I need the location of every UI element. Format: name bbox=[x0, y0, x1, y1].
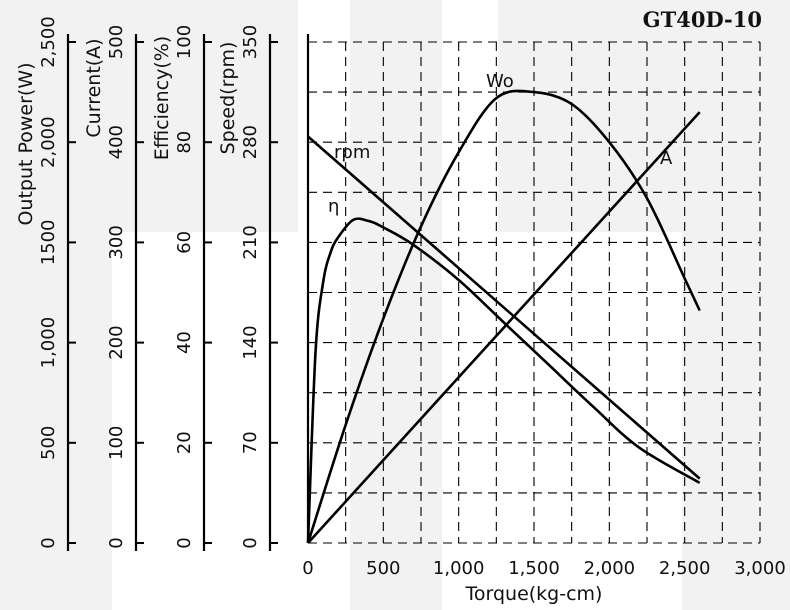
x-axis-tick-label: 500 bbox=[366, 558, 400, 579]
speed-axis-title: Speed(rpm) bbox=[217, 42, 239, 155]
series-efficiency-curve bbox=[306, 217, 701, 544]
x-axis-tick-label: 2,000 bbox=[584, 558, 636, 579]
speed-axis-tick-label: 140 bbox=[240, 325, 261, 359]
power-axis-tick-label: 0 bbox=[38, 537, 59, 548]
efficiency-axis-tick-label: 80 bbox=[174, 131, 195, 154]
current-axis-tick-label: 500 bbox=[106, 25, 127, 59]
efficiency-axis-tick-label: 100 bbox=[174, 25, 195, 59]
series-label-wo: Wo bbox=[486, 71, 514, 92]
series-rpm-curve bbox=[307, 135, 701, 480]
series-label-rpm: rpm bbox=[334, 142, 370, 163]
current-axis-tick-label: 0 bbox=[106, 537, 127, 548]
series-label-eta: η bbox=[328, 196, 339, 217]
power-axis-tick-label: 500 bbox=[38, 426, 59, 460]
current-axis-tick-label: 200 bbox=[106, 325, 127, 359]
x-axis-tick-label: 1,500 bbox=[508, 558, 560, 579]
efficiency-axis-tick-label: 20 bbox=[174, 431, 195, 454]
speed-axis-tick-label: 70 bbox=[240, 431, 261, 454]
chart-title: GT40D-10 bbox=[643, 7, 762, 32]
x-axis-title: Torque(kg-cm) bbox=[465, 583, 603, 605]
efficiency-axis-title: Efficiency(%) bbox=[151, 36, 173, 160]
x-axis-tick-label: 2,500 bbox=[659, 558, 711, 579]
speed-axis-tick-label: 210 bbox=[240, 225, 261, 259]
efficiency-axis-tick-label: 40 bbox=[174, 331, 195, 354]
power-axis-tick-label: 1500 bbox=[38, 219, 59, 265]
series-curves bbox=[306, 89, 701, 544]
speed-axis-tick-label: 0 bbox=[240, 537, 261, 548]
speed-axis-tick-label: 280 bbox=[240, 125, 261, 159]
x-axis-tick-label: 1,000 bbox=[433, 558, 485, 579]
power-axis-tick-label: 2,000 bbox=[38, 116, 59, 168]
speed-axis-tick-label: 350 bbox=[240, 25, 261, 59]
current-axis-title: Current(A) bbox=[83, 38, 105, 137]
power-axis-title: Output Power(W) bbox=[15, 62, 37, 225]
x-axis: 0 500 1,000 1,500 2,000 2,500 3,000 bbox=[302, 34, 786, 579]
power-axis-tick-label: 2,500 bbox=[38, 16, 59, 68]
x-axis-tick-label: 3,000 bbox=[734, 558, 786, 579]
series-label-a: A bbox=[660, 148, 673, 169]
efficiency-axis-tick-label: 0 bbox=[174, 537, 195, 548]
x-axis-tick-label: 0 bbox=[302, 558, 313, 579]
series-a-curve bbox=[307, 111, 701, 544]
current-axis-tick-label: 400 bbox=[106, 125, 127, 159]
efficiency-axis-tick-label: 60 bbox=[174, 231, 195, 254]
current-axis-tick-label: 300 bbox=[106, 225, 127, 259]
series-wo-curve bbox=[306, 89, 701, 544]
power-axis-tick-label: 1,000 bbox=[38, 317, 59, 369]
current-axis-tick-label: 100 bbox=[106, 426, 127, 460]
